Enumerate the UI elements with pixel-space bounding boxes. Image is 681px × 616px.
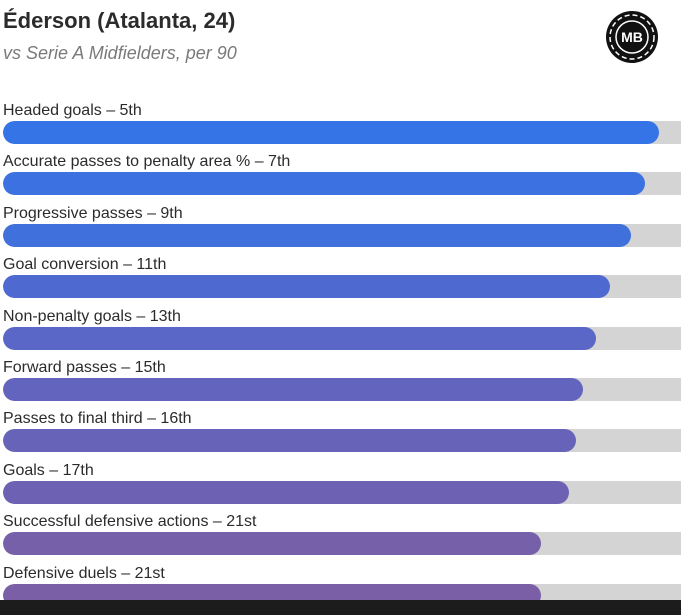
bar-label: Forward passes – 15th	[3, 359, 166, 376]
mb-logo: MB	[606, 11, 658, 63]
bar-fill	[3, 378, 583, 401]
bar-track	[3, 480, 681, 504]
bar-track	[3, 172, 681, 196]
bar-label: Passes to final third – 16th	[3, 410, 192, 428]
bar-fill	[3, 326, 597, 350]
bar-fill	[3, 429, 576, 453]
bar-fill	[3, 480, 569, 504]
bar-row: Goals – 17th	[0, 461, 681, 513]
bar-label: Progressive passes – 9th	[3, 204, 183, 222]
bar-row: Accurate passes to penalty area % – 7th	[0, 152, 681, 204]
bar-row: Goal conversion – 11th	[0, 255, 681, 307]
bar-fill	[3, 275, 611, 299]
bar-label: Accurate passes to penalty area % – 7th	[3, 153, 291, 171]
bar-track	[3, 429, 681, 453]
bar-row: Successful defensive actions – 21st	[0, 512, 681, 564]
bar-label: Goals – 17th	[3, 461, 94, 479]
bar-fill	[3, 121, 659, 144]
bar-label: Non-penalty goals – 13th	[3, 307, 181, 325]
bar-track	[3, 532, 681, 556]
bar-track	[3, 223, 681, 247]
bar-row: Non-penalty goals – 13th	[0, 307, 681, 359]
bar-label: Defensive duels – 21st	[3, 564, 165, 582]
bar-fill	[3, 172, 645, 196]
bar-track	[3, 326, 681, 350]
bar-label: Goal conversion – 11th	[3, 256, 167, 274]
chart-title: Éderson (Atalanta, 24)	[3, 8, 236, 33]
bar-row: Passes to final third – 16th	[0, 409, 681, 461]
window-bottom-edge	[0, 600, 681, 615]
logo-text: MB	[621, 29, 643, 45]
bar-label: Headed goals – 5th	[3, 102, 142, 119]
bar-track	[3, 275, 681, 299]
bar-track	[3, 121, 681, 144]
bar-fill	[3, 223, 631, 247]
bar-row: Headed goals – 5th	[0, 101, 681, 153]
chart-subtitle: vs Serie A Midfielders, per 90	[3, 43, 237, 63]
bar-track	[3, 378, 681, 401]
bar-row: Forward passes – 15th	[0, 358, 681, 410]
bar-fill	[3, 532, 542, 556]
bar-row: Progressive passes – 9th	[0, 204, 681, 256]
bar-label: Successful defensive actions – 21st	[3, 513, 257, 531]
